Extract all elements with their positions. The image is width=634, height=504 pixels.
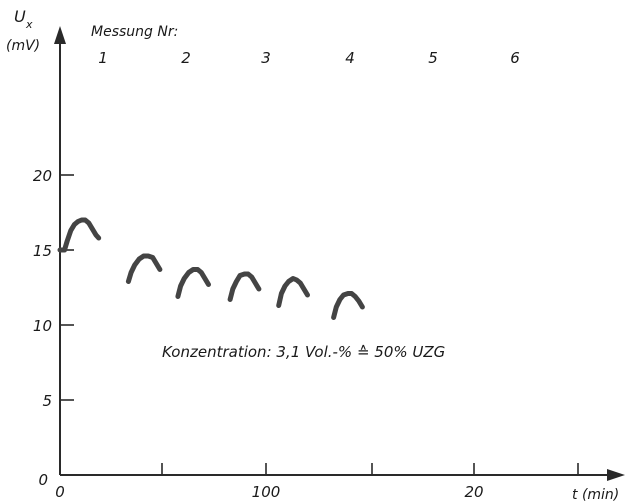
measurement-label-4: 4 xyxy=(345,49,355,67)
x-axis-arrow xyxy=(607,469,625,481)
y-axis-label-subscript: x xyxy=(25,18,33,31)
measurement-curve-1 xyxy=(57,217,102,253)
series-curves xyxy=(57,217,365,320)
y-axis-arrow xyxy=(54,26,66,44)
x-tick-label-0: 0 xyxy=(55,483,65,501)
measurement-curve-3 xyxy=(175,267,211,299)
measurement-label-3: 3 xyxy=(261,49,271,67)
measurement-label-6: 6 xyxy=(510,49,520,67)
y-tick-label-10: 10 xyxy=(33,317,52,335)
measurement-curve-4 xyxy=(227,271,262,302)
measurement-label-1: 1 xyxy=(98,49,108,67)
y-tick-label-15: 15 xyxy=(33,242,52,260)
measurement-labels: 1 2 3 4 5 6 xyxy=(98,49,520,67)
measurement-header: Messung Nr: xyxy=(91,24,178,40)
concentration-annotation: Konzentration: 3,1 Vol.-% ≙ 50% UZG xyxy=(162,343,445,361)
y-tick-label-0: 0 xyxy=(38,471,48,489)
x-axis-label: t (min) xyxy=(572,487,619,503)
y-tick-label-5: 5 xyxy=(42,392,52,410)
measurement-label-2: 2 xyxy=(181,49,191,67)
measurement-curve-5 xyxy=(276,276,310,308)
y-ticks: 0 5 10 15 20 xyxy=(33,167,74,489)
y-axis-label-symbol: U xyxy=(14,7,26,26)
y-tick-label-20: 20 xyxy=(33,167,52,185)
measurement-curve-2 xyxy=(125,253,163,284)
y-axis-unit: (mV) xyxy=(6,38,40,54)
x-tick-label-1: 100 xyxy=(252,483,281,501)
x-tick-label-2: 20 xyxy=(464,483,483,501)
measurement-curve-6 xyxy=(331,291,365,320)
x-ticks: 0 100 20 xyxy=(55,463,579,501)
measurement-label-5: 5 xyxy=(428,49,438,67)
